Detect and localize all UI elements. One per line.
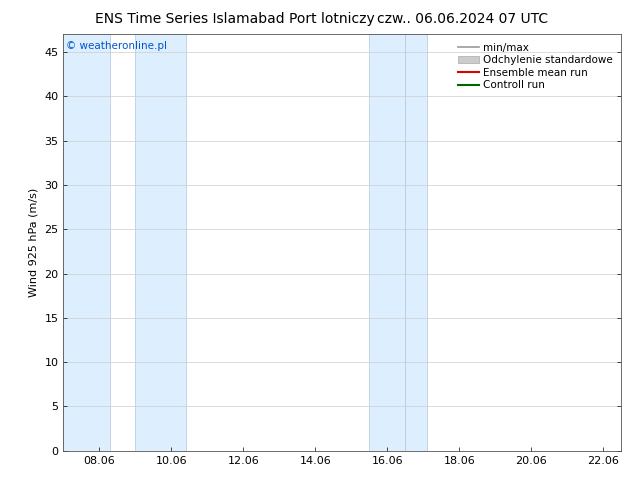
Bar (136, 34, 186, 451)
Text: czw.. 06.06.2024 07 UTC: czw.. 06.06.2024 07 UTC (377, 12, 548, 26)
Y-axis label: Wind 925 hPa (m/s): Wind 925 hPa (m/s) (29, 188, 39, 297)
Bar (63, 34, 110, 451)
Bar (405, 34, 427, 451)
Text: © weatheronline.pl: © weatheronline.pl (66, 41, 167, 50)
Text: ENS Time Series Islamabad Port lotniczy: ENS Time Series Islamabad Port lotniczy (94, 12, 375, 26)
Legend: min/max, Odchylenie standardowe, Ensemble mean run, Controll run: min/max, Odchylenie standardowe, Ensembl… (455, 40, 616, 94)
Bar (370, 34, 405, 451)
